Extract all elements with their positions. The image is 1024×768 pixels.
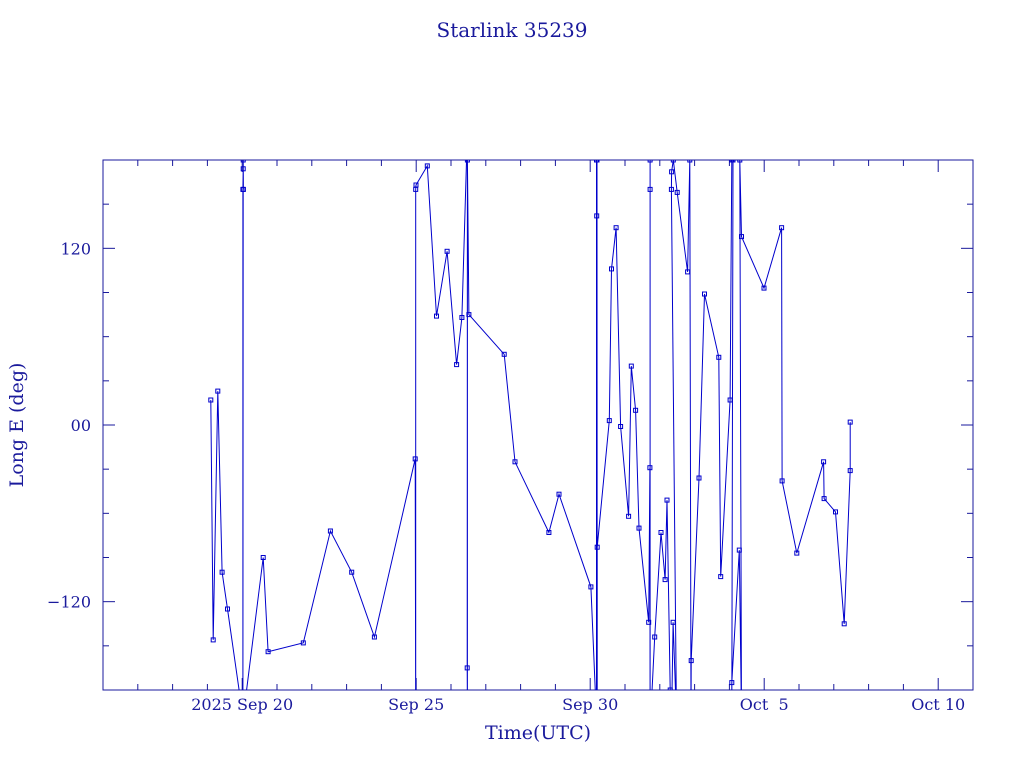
data-point <box>618 424 624 429</box>
data-point <box>779 478 785 484</box>
data-point <box>265 649 271 655</box>
data-point <box>779 225 785 231</box>
data-point <box>594 213 600 219</box>
data-point <box>628 363 634 369</box>
y-tick-label: 00 <box>71 416 91 435</box>
data-point <box>219 569 225 575</box>
data-point <box>464 160 470 163</box>
data-point <box>688 658 694 664</box>
x-tick-label: Sep 30 <box>562 695 618 714</box>
data-point <box>371 634 377 640</box>
data-point <box>670 160 676 163</box>
data-point <box>841 621 847 627</box>
data-point <box>588 584 594 590</box>
data-point <box>664 497 670 503</box>
data-point <box>636 525 642 531</box>
data-point <box>327 528 333 534</box>
data-point <box>761 285 767 291</box>
data-point <box>669 169 675 175</box>
data-point <box>260 555 266 560</box>
data-point <box>647 160 653 163</box>
series <box>208 160 853 690</box>
data-point <box>667 687 673 690</box>
x-tick-label: 2025 Sep 20 <box>191 695 293 714</box>
data-point <box>646 619 652 625</box>
data-point <box>454 362 460 368</box>
data-point <box>300 640 306 646</box>
series-line <box>210 160 851 690</box>
data-point <box>225 606 230 612</box>
data-point <box>685 269 691 275</box>
data-point <box>847 419 853 425</box>
axis-ticks <box>102 159 974 691</box>
data-point <box>729 680 735 686</box>
tick-labels: 2025 Sep 20 Sep 25 Sep 30 Oct 5 Oct 10 120 00 −… <box>47 239 965 714</box>
data-point <box>464 665 470 671</box>
data-point <box>647 186 653 192</box>
data-point <box>716 354 722 360</box>
x-tick-label: Oct 10 <box>911 695 965 714</box>
data-point <box>696 475 702 481</box>
data-point <box>821 496 827 502</box>
data-point <box>633 407 639 413</box>
data-point <box>444 248 450 254</box>
data-point <box>730 160 736 163</box>
data-point <box>512 459 518 465</box>
data-point <box>424 163 430 169</box>
data-point <box>794 550 800 556</box>
data-point <box>594 544 600 550</box>
data-point <box>727 397 733 403</box>
data-point <box>240 160 246 163</box>
y-tick-label: −120 <box>47 593 91 612</box>
series-group <box>208 160 853 690</box>
data-point <box>240 166 246 172</box>
data-point <box>215 388 221 394</box>
data-point <box>647 465 653 471</box>
data-point <box>687 160 693 163</box>
data-point <box>668 186 674 192</box>
data-point <box>413 182 419 188</box>
data-point <box>412 456 418 462</box>
data-point <box>613 225 619 231</box>
data-point <box>546 530 552 535</box>
x-axis-label: Time(UTC) <box>485 722 591 744</box>
data-point <box>606 418 612 424</box>
data-point <box>556 491 562 497</box>
data-point <box>208 397 214 403</box>
data-point <box>670 619 676 625</box>
data-point <box>833 509 838 515</box>
data-point <box>349 569 355 575</box>
data-point <box>662 577 668 583</box>
plot-frame <box>102 159 974 691</box>
x-tick-label: Oct 5 <box>740 695 789 714</box>
data-point <box>210 637 216 643</box>
data-point <box>594 160 600 163</box>
data-point <box>459 315 465 320</box>
data-point <box>737 160 743 163</box>
data-point <box>626 513 632 519</box>
data-point <box>658 530 664 535</box>
data-point <box>652 634 658 640</box>
chart-title: Starlink 35239 <box>437 18 588 42</box>
y-tick-label: 120 <box>60 239 91 258</box>
data-point <box>674 189 680 195</box>
data-point <box>434 313 439 319</box>
data-point <box>609 266 614 272</box>
data-point <box>466 312 472 318</box>
y-axis-label: Long E (deg) <box>6 363 28 488</box>
data-point <box>501 351 507 357</box>
data-point <box>240 186 246 192</box>
data-point <box>739 234 744 240</box>
data-point <box>736 547 742 553</box>
data-point <box>718 574 724 580</box>
data-point <box>702 291 707 297</box>
x-tick-label: Sep 25 <box>388 695 444 714</box>
data-point <box>847 468 853 474</box>
data-point <box>821 459 827 465</box>
